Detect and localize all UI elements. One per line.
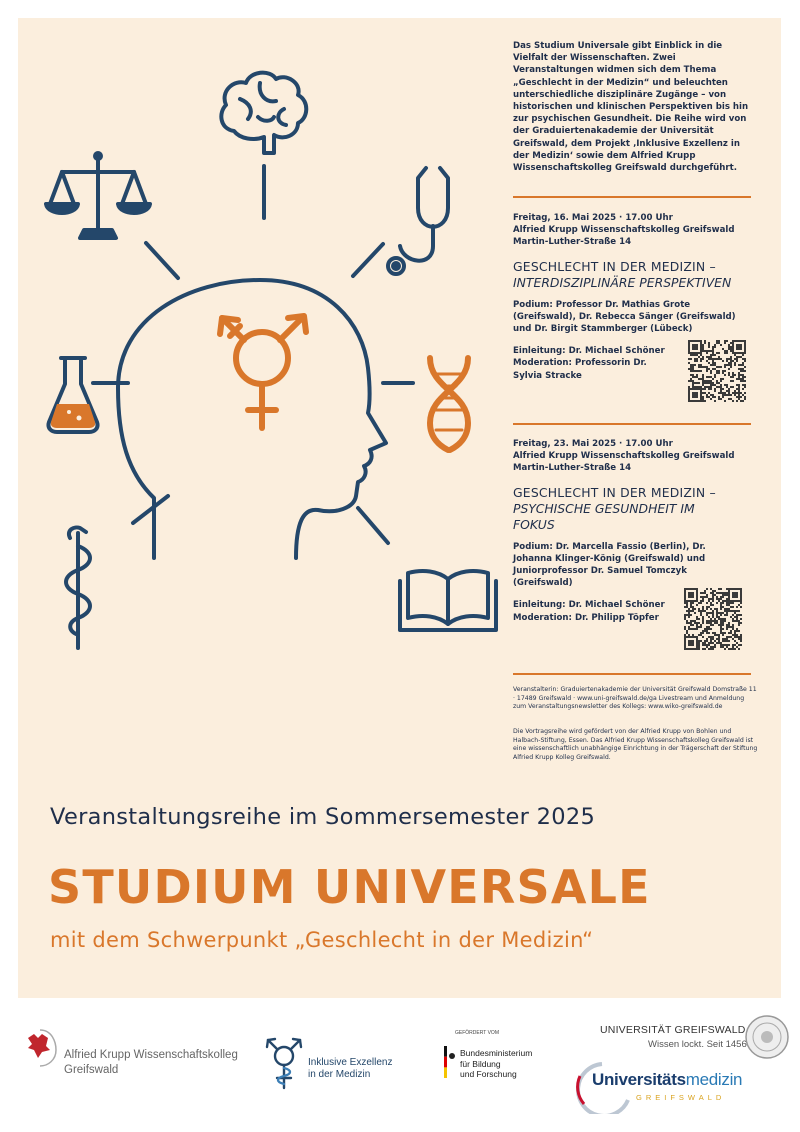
book-icon — [398, 569, 498, 632]
asclepius-icon — [64, 525, 92, 650]
poster: Das Studium Universale gibt Einblick in … — [18, 18, 781, 998]
stethoscope-icon — [386, 166, 450, 276]
bmbf-pre-label: GEFÖRDERT VOM — [455, 1030, 499, 1036]
qr-code-event-2[interactable] — [684, 588, 742, 650]
event-2: Freitag, 23. Mai 2025 · 17.00 Uhr Alfrie… — [513, 438, 758, 624]
divider — [513, 673, 751, 675]
event-2-venue: Alfried Krupp Wissenschaftskolleg Greifs… — [513, 451, 735, 462]
universitaetsmedizin-arc-icon — [576, 1062, 630, 1114]
subheadline: mit dem Schwerpunkt „Geschlecht in der M… — [50, 928, 594, 952]
headline: STUDIUM UNIVERSALE — [48, 860, 651, 914]
bmbf-logo-text: Bundesministerium für Bildung und Forschun… — [460, 1048, 533, 1079]
event-2-intro-by: Einleitung: Dr. Michael Schöner — [513, 600, 665, 611]
event-1-title: GESCHLECHT IN DER MEDIZIN – — [513, 258, 716, 274]
event-2-date: Freitag, 23. Mai 2025 · 17.00 Uhr — [513, 439, 673, 449]
event-1-venue: Alfried Krupp Wissenschaftskolleg Greifs… — [513, 225, 735, 236]
divider — [513, 196, 751, 198]
university-name: UNIVERSITÄT GREIFSWALD — [600, 1024, 746, 1036]
divider — [513, 423, 751, 425]
event-2-address: Martin-Luther-Straße 14 — [513, 463, 632, 474]
event-2-subtitle: PSYCHISCHE GESUNDHEIT IM FOKUS — [513, 500, 695, 532]
event-2-moderation: Moderation: Dr. Philipp Töpfer — [513, 612, 659, 623]
event-1-podium: Podium: Professor Dr. Mathias Grote (Gre… — [513, 299, 736, 335]
head-profile — [116, 278, 388, 560]
organizer-info: Veranstalterin: Graduiertenakademie der … — [513, 686, 757, 711]
brain-icon — [219, 70, 309, 155]
event-2-podium: Podium: Dr. Marcella Fassio (Berlin), Dr… — [513, 541, 706, 589]
transgender-symbol-icon — [217, 313, 309, 431]
university-seal-icon — [745, 1015, 789, 1059]
universitaetsmedizin-greifswald: GREIFSWALD — [636, 1093, 726, 1102]
illustration — [44, 70, 498, 650]
krupp-logo-icon — [28, 1029, 57, 1067]
event-1-subtitle: INTERDISZIPLINÄRE PERSPEKTIVEN — [513, 274, 732, 290]
german-flag-icon — [444, 1046, 455, 1078]
qr-code-event-1[interactable] — [688, 340, 746, 402]
event-1-address: Martin-Luther-Straße 14 — [513, 237, 632, 248]
flask-icon — [46, 356, 100, 434]
rays — [91, 164, 415, 545]
inklusive-exzellenz-logo-icon — [265, 1037, 303, 1090]
event-1-date: Freitag, 16. Mai 2025 · 17.00 Uhr — [513, 213, 673, 223]
funding-info: Die Vortragsreihe wird gefördert von der… — [513, 728, 758, 761]
inklusive-exzellenz-logo-text: Inklusive Exzellenz in der Medizin — [308, 1057, 393, 1080]
scales-icon — [44, 151, 152, 240]
dna-icon — [427, 355, 471, 453]
series-title: Veranstaltungsreihe im Sommersemester 20… — [50, 804, 596, 830]
universitaetsmedizin-logo: Universitätsmedizin — [592, 1070, 743, 1089]
university-claim: Wissen lockt. Seit 1456 — [648, 1039, 747, 1050]
event-2-title: GESCHLECHT IN DER MEDIZIN – — [513, 484, 716, 500]
event-1-intro-by: Einleitung: Dr. Michael Schöner — [513, 346, 665, 357]
event-1: Freitag, 16. Mai 2025 · 17.00 Uhr Alfrie… — [513, 212, 758, 382]
event-1-moderation: Moderation: Professorin Dr. Sylvia Strac… — [513, 358, 647, 381]
krupp-logo-text: Alfried Krupp Wissenschaftskolleg Greifsw… — [64, 1049, 238, 1076]
intro-text: Das Studium Universale gibt Einblick in … — [513, 41, 749, 174]
